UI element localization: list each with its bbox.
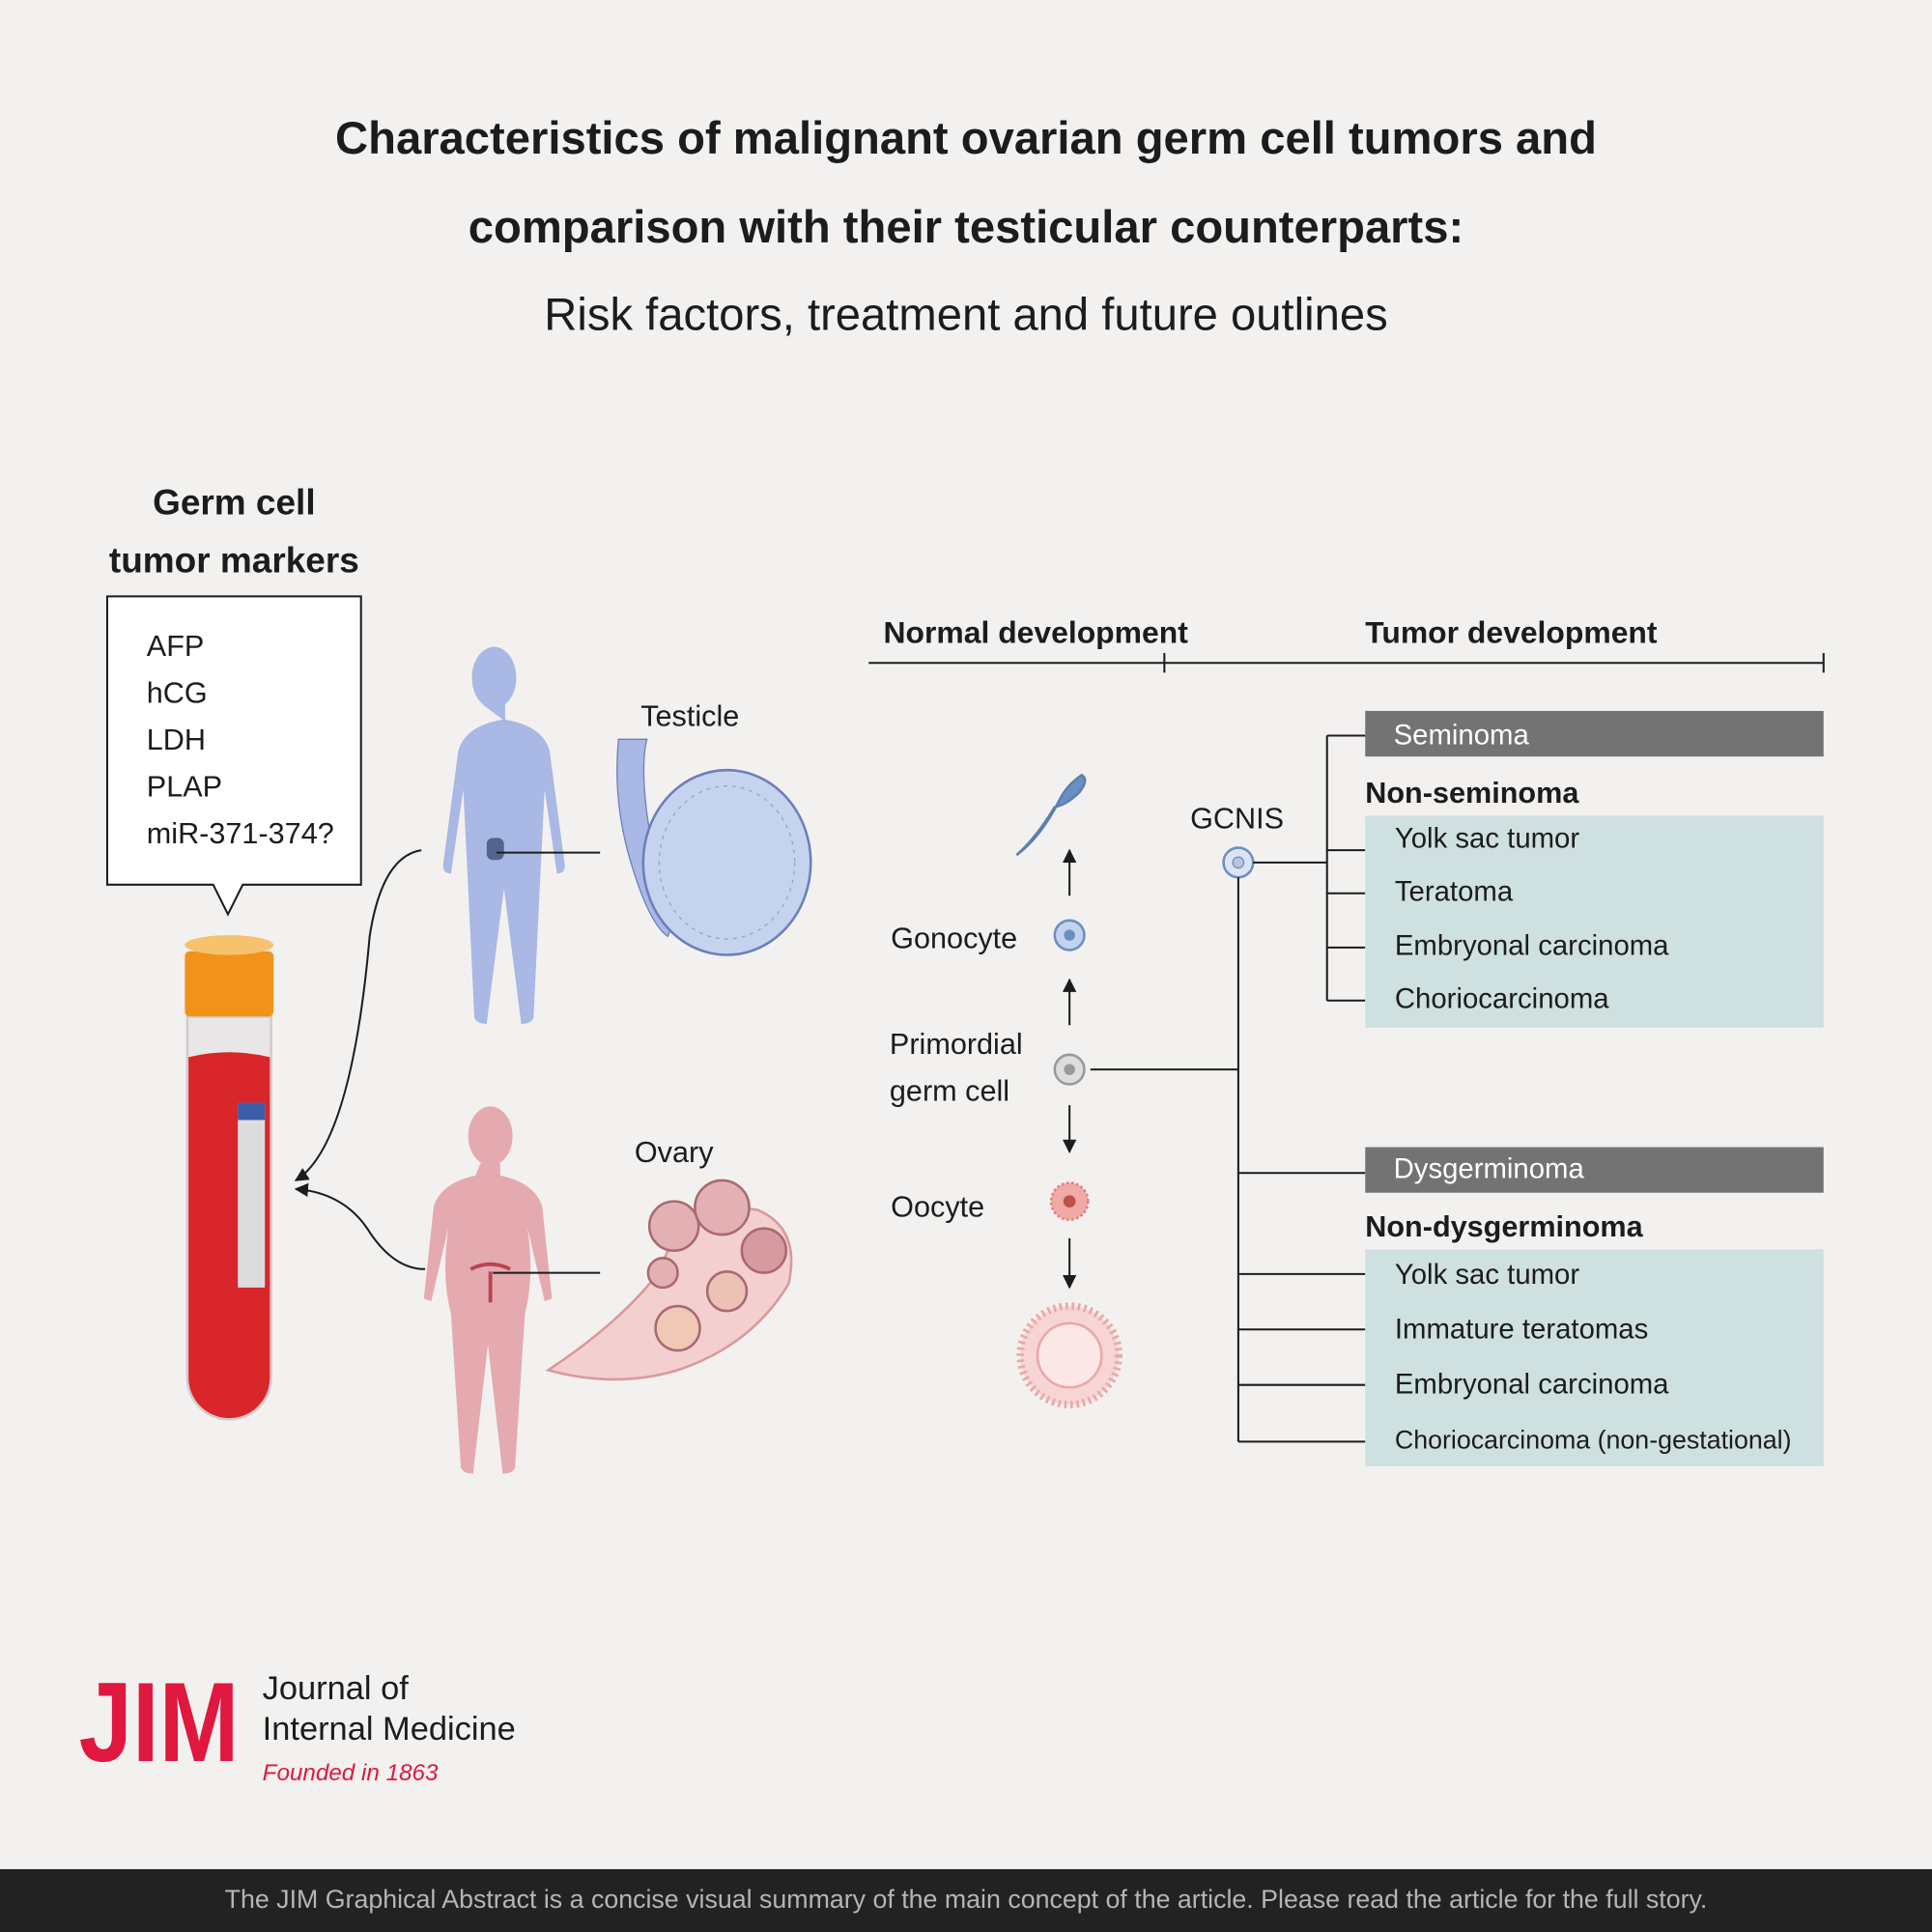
marker: hCG <box>147 676 208 709</box>
tumor-type: Yolk sac tumor <box>1395 1259 1579 1291</box>
tumor-type: Immature teratomas <box>1395 1313 1648 1345</box>
organ-label: Ovary <box>635 1136 714 1169</box>
marker: LDH <box>147 724 206 756</box>
footer-bar <box>0 1868 1932 1932</box>
marker: PLAP <box>147 770 222 803</box>
tumor-type: Choriocarcinoma <box>1395 982 1609 1014</box>
title-line: Characteristics of malignant ovarian ger… <box>335 113 1597 164</box>
nucleus <box>1064 1064 1075 1075</box>
timeline <box>868 653 1825 673</box>
sperm-cell <box>1015 773 1087 857</box>
section-heading: Normal development <box>884 614 1189 649</box>
gcnis-label: GCNIS <box>1190 803 1284 836</box>
group-box <box>1365 815 1824 1028</box>
subtitle: Risk factors, treatment and future outli… <box>544 290 1387 341</box>
arrow <box>294 849 422 1181</box>
logo-name: Journal of <box>263 1670 410 1707</box>
category-label: Dysgerminoma <box>1394 1152 1585 1184</box>
nucleus <box>1064 929 1075 941</box>
section-heading: Tumor development <box>1365 614 1658 649</box>
logo-name: Internal Medicine <box>263 1711 516 1747</box>
group-heading: Non-dysgerminoma <box>1365 1210 1643 1243</box>
group-box <box>1365 1249 1824 1466</box>
marker: AFP <box>147 630 205 663</box>
tree-connector <box>1090 734 1366 1443</box>
marker: miR-371-374? <box>147 817 334 850</box>
category-bar <box>1365 710 1824 757</box>
speech-bubble <box>105 595 362 917</box>
logo-founded: Founded in 1863 <box>263 1760 439 1786</box>
tumor-type: Yolk sac tumor <box>1395 823 1579 855</box>
stage-label: Gonocyte <box>891 922 1017 954</box>
arrow <box>294 1182 426 1270</box>
stage-label: Primordial <box>890 1028 1023 1061</box>
tumor-type: Embryonal carcinoma <box>1395 930 1669 962</box>
stage-label: Oocyte <box>891 1190 984 1223</box>
male-figure <box>442 646 565 1024</box>
footer-text: The JIM Graphical Abstract is a concise … <box>225 1885 1708 1914</box>
nucleus <box>1063 1195 1076 1208</box>
mature-oocyte-core <box>1036 1321 1103 1389</box>
stage-label: germ cell <box>890 1074 1009 1107</box>
nucleus <box>1232 856 1245 869</box>
group-heading: Non-seminoma <box>1365 777 1579 810</box>
female-figure <box>423 1106 553 1474</box>
organ-label: Testicle <box>640 700 739 733</box>
tumor-type: Choriocarcinoma (non-gestational) <box>1395 1425 1792 1454</box>
tumor-type: Teratoma <box>1395 875 1514 907</box>
markers-heading: Germ cell <box>153 483 316 523</box>
category-label: Seminoma <box>1394 720 1530 752</box>
category-bar <box>1365 1147 1824 1193</box>
testicle-illustration <box>616 738 812 956</box>
title-line: comparison with their testicular counter… <box>469 202 1463 253</box>
logo-mark: JIM <box>79 1659 240 1785</box>
test-tube <box>185 935 274 1421</box>
ovary-illustration <box>545 1179 793 1381</box>
tumor-type: Embryonal carcinoma <box>1395 1369 1669 1401</box>
markers-heading: tumor markers <box>109 541 359 581</box>
